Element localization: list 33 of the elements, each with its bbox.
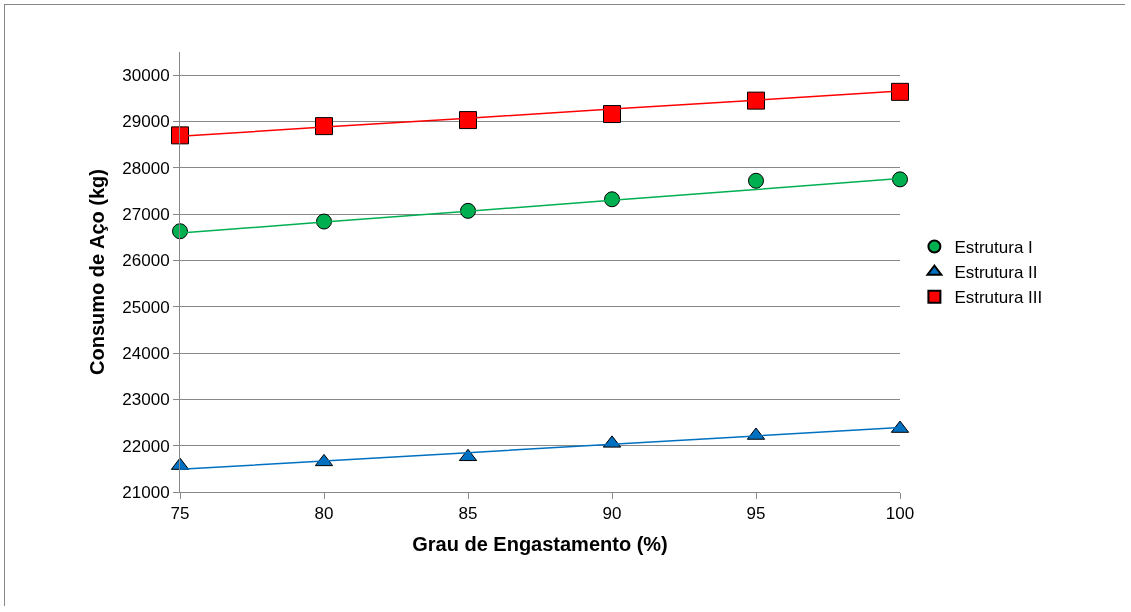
point (747, 91, 765, 110)
legend-label: Estrutura II (954, 263, 1038, 283)
x-tick-label: 100 (885, 504, 915, 524)
point (891, 82, 909, 101)
x-tick-label: 80 (314, 504, 334, 524)
point (460, 202, 476, 219)
y-tick-label: 23000 (122, 390, 170, 410)
y-tick-label: 25000 (122, 297, 170, 317)
y-tick-label: 24000 (122, 344, 170, 363)
y-tick-label: 22000 (122, 436, 170, 456)
legend-label: Estrutura III (954, 288, 1043, 308)
point (603, 105, 621, 124)
y-axis-title: Consumo de Aço (kg) (85, 169, 108, 375)
x-axis-title: Grau de Engastamento (%) (412, 532, 668, 555)
y-tick-label: 26000 (122, 251, 170, 271)
point (316, 213, 332, 230)
point (171, 126, 189, 145)
x-tick-label: 85 (458, 504, 478, 524)
y-tick-label: 21000 (122, 482, 170, 502)
y-tick-label: 27000 (122, 205, 170, 225)
point (748, 172, 764, 189)
legend-label: Estrutura I (954, 238, 1033, 258)
point (315, 117, 333, 136)
y-tick-label: 28000 (122, 158, 170, 178)
x-tick-label: 90 (602, 504, 622, 524)
y-tick-label: 30000 (122, 66, 170, 86)
x-tick-label: 75 (170, 504, 190, 524)
point (604, 191, 620, 208)
x-tick-label: 95 (746, 504, 766, 524)
point (459, 111, 477, 130)
point (892, 171, 908, 188)
point (458, 448, 478, 462)
y-tick-label: 29000 (122, 112, 170, 132)
